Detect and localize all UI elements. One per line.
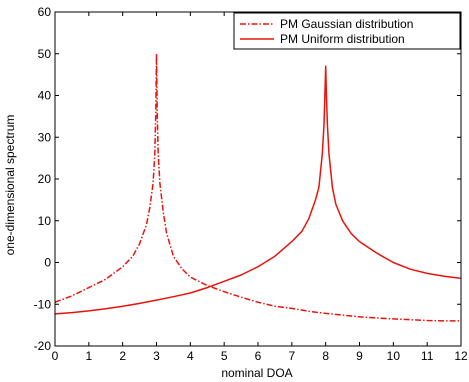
y-tick-label: -10 (34, 297, 52, 311)
x-axis-title: nominal DOA (221, 366, 292, 380)
y-tick-label: 40 (38, 89, 52, 103)
x-tick-label: 7 (288, 349, 295, 363)
x-tick-label: 3 (153, 349, 160, 363)
x-tick-label: 2 (119, 349, 126, 363)
series-line-1 (54, 53, 461, 322)
y-tick-label: 60 (38, 5, 52, 19)
y-tick-label: 50 (38, 47, 52, 61)
legend-box (233, 12, 461, 50)
series-line-2 (54, 65, 462, 315)
legend-label-1: PM Gaussian distribution (280, 17, 413, 31)
y-axis-title: one-dimensional spectrum (3, 115, 17, 256)
y-tick-label: -20 (34, 339, 52, 353)
x-tick-label: 5 (221, 349, 228, 363)
x-tick-label: 11 (421, 349, 434, 363)
x-tick-label: 4 (187, 349, 194, 363)
y-tick-label: 10 (38, 214, 52, 228)
x-tick-label: 12 (454, 349, 468, 363)
y-tick-label: 30 (38, 130, 52, 144)
plot-area (54, 53, 462, 322)
x-tick-label: 9 (356, 349, 363, 363)
y-tick-label: 0 (44, 256, 51, 270)
x-tick-label: 8 (322, 349, 329, 363)
x-tick-label: 6 (255, 349, 262, 363)
legend-label-2: PM Uniform distribution (280, 32, 405, 46)
x-tick-label: 10 (387, 349, 401, 363)
x-tick-label: 0 (52, 349, 59, 363)
x-tick-label: 1 (85, 349, 92, 363)
y-tick-label: 20 (38, 172, 52, 186)
